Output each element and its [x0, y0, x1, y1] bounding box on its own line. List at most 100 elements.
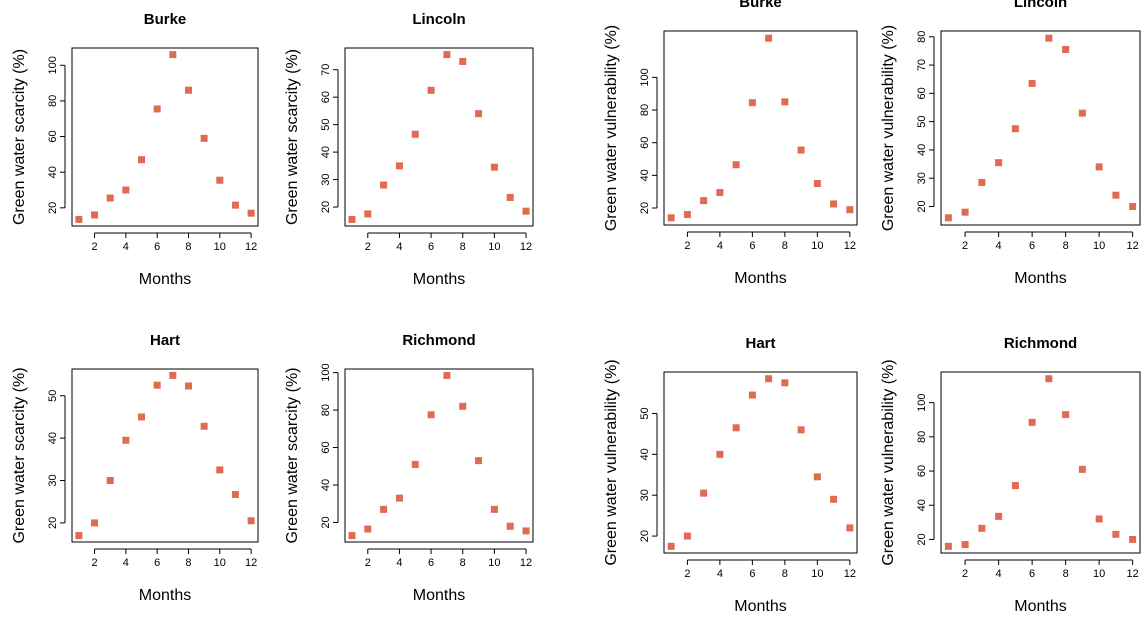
data-point [184, 86, 192, 94]
y-tick-label: 60 [639, 137, 651, 149]
y-tick-label: 60 [916, 87, 928, 99]
x-tick-label: 4 [396, 557, 402, 569]
y-tick-label: 20 [47, 517, 59, 529]
y-tick-label: 70 [320, 64, 332, 76]
chart-title: Richmond [1004, 335, 1077, 352]
data-point [1112, 530, 1120, 538]
x-tick-label: 6 [428, 241, 434, 253]
x-tick-label: 4 [123, 557, 129, 569]
y-tick-label: 20 [916, 200, 928, 212]
y-tick-label: 40 [47, 432, 59, 444]
data-point [506, 193, 514, 201]
x-axis-label: Months [1014, 270, 1066, 287]
x-tick-label: 6 [749, 240, 755, 252]
x-tick-label: 4 [717, 240, 723, 252]
data-point [231, 490, 239, 498]
data-point [459, 57, 467, 65]
y-tick-label: 20 [916, 533, 928, 545]
data-point [380, 181, 388, 189]
x-tick-label: 8 [1063, 240, 1069, 252]
chart-panel: Lincoln 2 4 6 8 10 12 Months 20 30 40 50 60 70 80 Green… [880, 0, 1141, 287]
y-tick-label: 40 [916, 499, 928, 511]
data-point [1078, 109, 1086, 117]
data-point [459, 402, 467, 410]
data-point [683, 532, 691, 540]
data-point [106, 194, 114, 202]
x-tick-label: 8 [185, 241, 191, 253]
data-point [411, 460, 419, 468]
data-point [995, 512, 1003, 520]
data-point [995, 159, 1003, 167]
x-tick-label: 10 [214, 557, 226, 569]
data-point [184, 382, 192, 390]
plot-frame [344, 368, 534, 543]
x-axis-label: Months [413, 587, 465, 604]
data-point [200, 134, 208, 142]
plot-frame [663, 30, 858, 226]
data-point [700, 197, 708, 205]
data-point [364, 210, 372, 218]
data-point [169, 51, 177, 59]
x-tick-label: 2 [962, 568, 968, 580]
data-point [1129, 535, 1137, 543]
data-point [1011, 482, 1019, 490]
chart-title: Burke [739, 0, 782, 11]
data-point [732, 161, 740, 169]
x-tick-label: 10 [1093, 568, 1105, 580]
chart-panel: Burke 2 4 6 8 10 12 Months 20 40 60 80 100 Green wate… [11, 11, 259, 288]
y-tick-label: 60 [320, 91, 332, 103]
data-point [830, 200, 838, 208]
x-tick-label: 10 [488, 557, 500, 569]
y-tick-label: 60 [320, 441, 332, 453]
chart-title: Hart [150, 332, 180, 349]
x-tick-label: 6 [428, 557, 434, 569]
plot-frame [940, 371, 1141, 554]
y-tick-label: 40 [47, 166, 59, 178]
data-point [700, 489, 708, 497]
y-tick-label: 30 [639, 489, 651, 501]
y-tick-label: 50 [916, 116, 928, 128]
y-tick-label: 100 [320, 363, 332, 381]
data-point [781, 98, 789, 106]
y-axis-label: Green water scarcity (%) [11, 367, 28, 543]
data-point [138, 413, 146, 421]
data-point [247, 209, 255, 217]
chart-title: Lincoln [412, 11, 465, 28]
x-tick-label: 10 [488, 241, 500, 253]
chart-title: Hart [745, 335, 775, 352]
data-point [765, 375, 773, 383]
data-point [122, 436, 130, 444]
x-tick-label: 6 [1029, 568, 1035, 580]
data-point [667, 214, 675, 222]
data-point [944, 214, 952, 222]
data-point [748, 99, 756, 107]
data-point [506, 522, 514, 530]
data-point [200, 422, 208, 430]
data-point [813, 180, 821, 188]
data-point [978, 524, 986, 532]
x-tick-label: 2 [91, 241, 97, 253]
x-tick-label: 10 [811, 568, 823, 580]
plot-frame [663, 371, 858, 554]
data-point [781, 379, 789, 387]
chart-panel: Burke 2 4 6 8 10 12 Months 20 40 60 80 100 Green wate… [603, 0, 858, 287]
data-point [522, 207, 530, 215]
data-point [1045, 34, 1053, 42]
data-point [490, 505, 498, 513]
y-tick-label: 20 [639, 202, 651, 214]
data-point [1095, 163, 1103, 171]
chart-panel: Lincoln 2 4 6 8 10 12 Months 20 30 40 50 60 70 Green w… [284, 11, 534, 288]
data-point [490, 163, 498, 171]
data-point [846, 524, 854, 532]
y-axis-label: Green water scarcity (%) [11, 49, 28, 225]
data-point [978, 178, 986, 186]
y-axis-label: Green water vulnerability (%) [880, 25, 897, 231]
x-tick-label: 2 [365, 241, 371, 253]
x-tick-label: 2 [684, 240, 690, 252]
y-axis-label: Green water vulnerability (%) [880, 359, 897, 565]
data-point [1028, 418, 1036, 426]
data-point [427, 86, 435, 94]
x-axis-label: Months [413, 271, 465, 288]
data-point [395, 494, 403, 502]
x-tick-label: 12 [245, 241, 257, 253]
